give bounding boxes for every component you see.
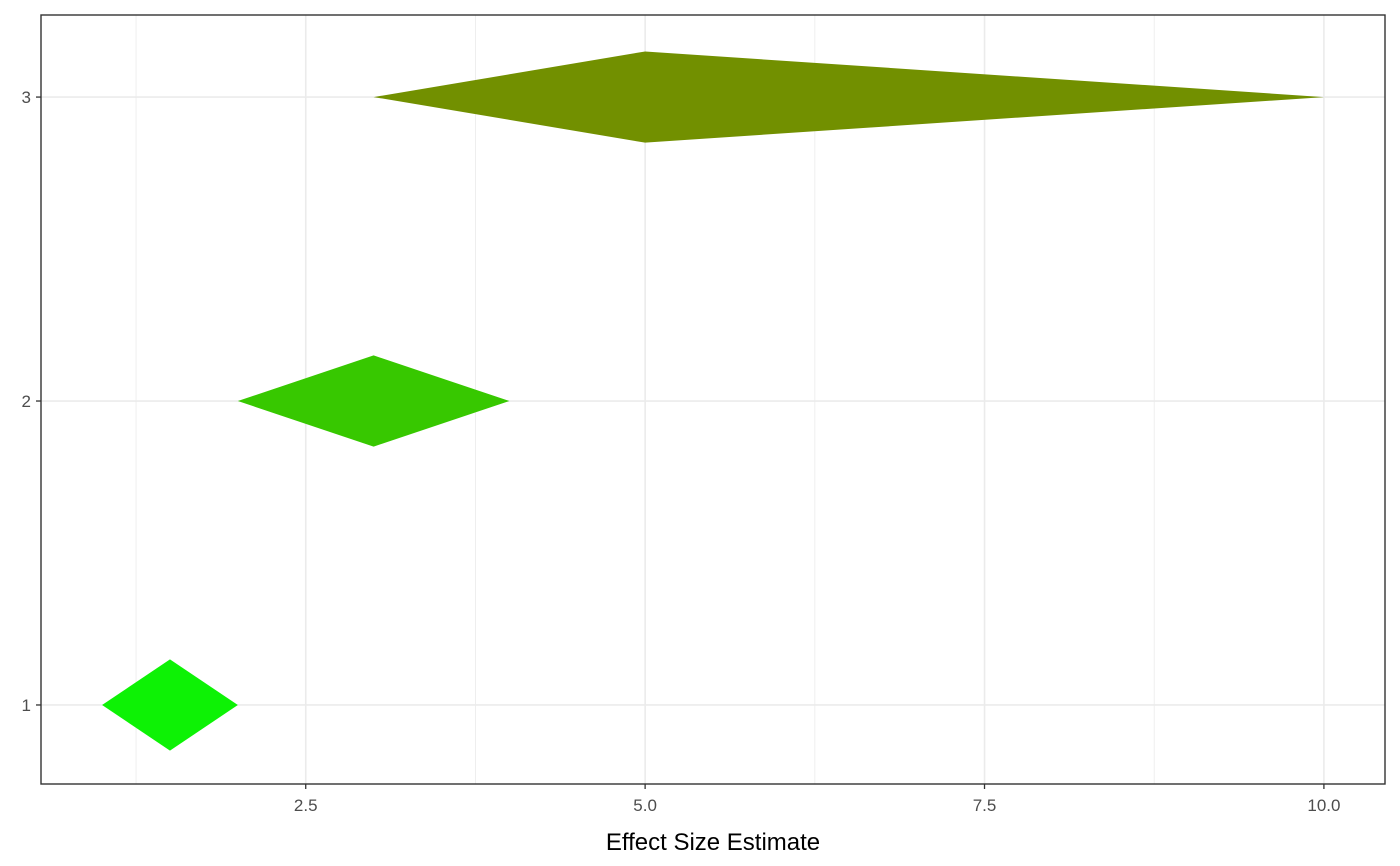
panel-border <box>40 14 1386 785</box>
diamond-2 <box>237 355 510 447</box>
x-tick-label: 7.5 <box>973 796 997 815</box>
x-tick-label: 5.0 <box>633 796 657 815</box>
y-tick-label: 2 <box>22 392 31 411</box>
x-tick-label: 10.0 <box>1307 796 1340 815</box>
diamond-3 <box>373 51 1324 143</box>
axis-ticks <box>36 96 1325 789</box>
x-axis-title: Effect Size Estimate <box>606 829 820 856</box>
x-tick-label: 2.5 <box>294 796 318 815</box>
x-tick-labels: 2.5 5.0 7.5 10.0 <box>294 796 1341 815</box>
y-tick-labels: 1 2 3 <box>22 88 31 715</box>
y-tick-label: 1 <box>22 696 31 715</box>
diamond-marks <box>102 51 1324 751</box>
diamond-1 <box>102 659 238 751</box>
y-tick-label: 3 <box>22 88 31 107</box>
